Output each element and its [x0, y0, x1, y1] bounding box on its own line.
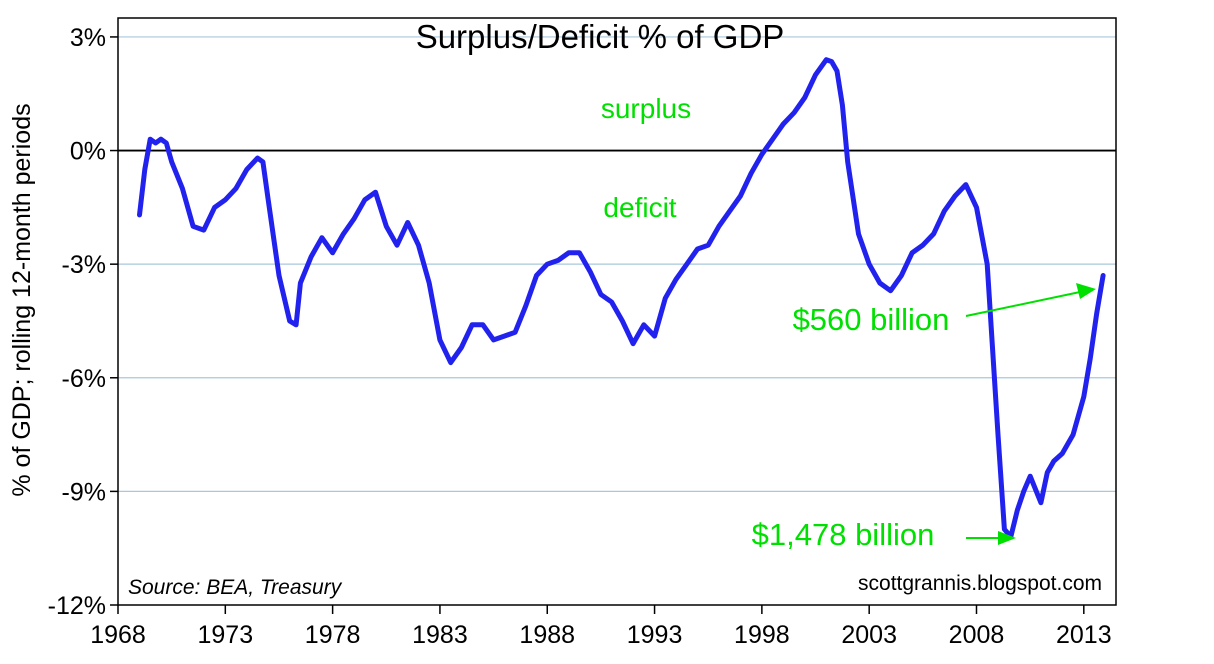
x-tick-label: 1978 — [305, 621, 361, 649]
y-tick-label: 3% — [70, 24, 106, 52]
chart-title: Surplus/Deficit % of GDP — [416, 18, 785, 55]
plot-frame — [117, 17, 1117, 606]
trough-deficit-annotation: $1,478 billion — [752, 517, 935, 552]
x-tick-label: 2008 — [949, 621, 1005, 649]
x-tick-label: 1988 — [519, 621, 575, 649]
trough-arrow — [966, 531, 1016, 545]
y-axis-ticks: 3% 0% -3% -6% -9% -12% — [48, 24, 118, 620]
x-tick-label: 2013 — [1056, 621, 1112, 649]
y-tick-label: -3% — [62, 251, 106, 279]
y-tick-label: -12% — [48, 592, 106, 620]
x-tick-label: 1973 — [197, 621, 253, 649]
x-axis-ticks: 1968 1973 1978 1983 1988 1993 1998 2003 2008 2013 — [90, 605, 1112, 649]
x-tick-label: 2003 — [841, 621, 897, 649]
x-tick-label: 1993 — [627, 621, 683, 649]
surplus-label: surplus — [601, 93, 691, 124]
y-axis-label: % of GDP; rolling 12-month periods — [8, 103, 36, 496]
y-tick-label: -6% — [62, 365, 106, 393]
latest-deficit-annotation: $560 billion — [793, 302, 950, 337]
x-tick-label: 1983 — [412, 621, 468, 649]
deficit-label: deficit — [603, 192, 676, 223]
deficit-series-line — [137, 57, 1106, 540]
x-tick-label: 1968 — [90, 621, 146, 649]
x-tick-label: 1998 — [734, 621, 790, 649]
latest-arrow — [965, 283, 1096, 317]
y-tick-label: 0% — [70, 138, 106, 166]
blog-credit: scottgrannis.blogspot.com — [858, 572, 1102, 595]
y-tick-label: -9% — [62, 478, 106, 506]
gridlines — [118, 36, 1116, 492]
source-note: Source: BEA, Treasury — [128, 576, 343, 599]
